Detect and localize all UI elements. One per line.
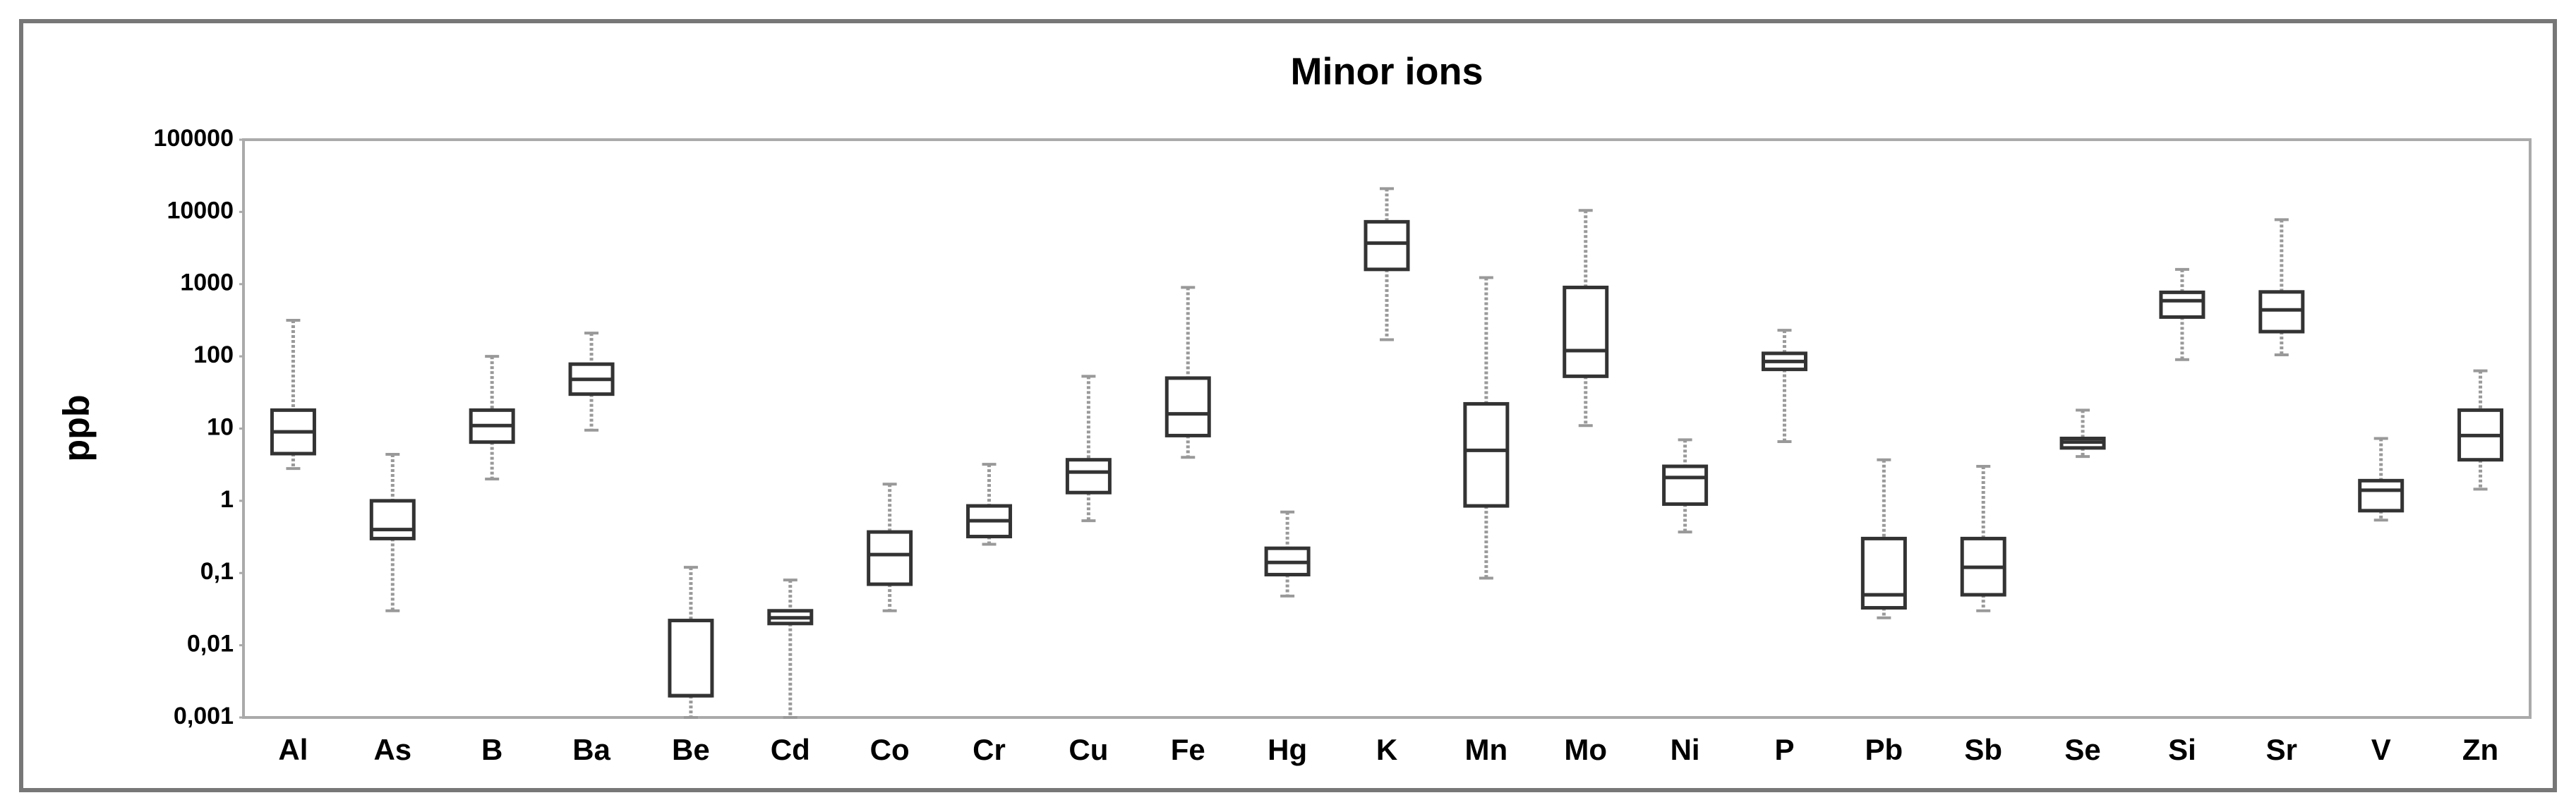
y-tick-label: 0,1 xyxy=(200,558,234,585)
box xyxy=(1463,401,1510,508)
y-tick-label: 100 xyxy=(193,341,234,368)
y-tick-label: 0,001 xyxy=(174,703,234,729)
box xyxy=(1662,464,1709,507)
frame xyxy=(19,19,2557,792)
x-tick-label: Cu xyxy=(1069,733,1108,766)
x-tick-label: Sr xyxy=(2266,733,2297,766)
box xyxy=(1065,458,1112,495)
y-tick-label: 10 xyxy=(207,413,234,440)
y-tick-label: 1000 xyxy=(180,269,234,296)
x-tick-label: Si xyxy=(2168,733,2196,766)
x-tick-label: Co xyxy=(870,733,910,766)
y-tick-label: 0,01 xyxy=(187,631,234,658)
x-tick-label: Se xyxy=(2064,733,2100,766)
x-tick-label: Al xyxy=(278,733,308,766)
box xyxy=(2358,478,2405,513)
y-axis-label: ppb xyxy=(56,394,97,461)
box xyxy=(1860,536,1907,610)
x-tick-label: Zn xyxy=(2462,733,2498,766)
x-tick-label: Cr xyxy=(973,733,1006,766)
x-tick-label: As xyxy=(373,733,411,766)
box xyxy=(1563,285,1609,378)
y-tick-label: 10000 xyxy=(167,197,234,224)
y-tick-label: 100000 xyxy=(154,125,234,152)
y-tick-label: 1 xyxy=(220,486,234,513)
x-tick-label: B xyxy=(481,733,502,766)
box xyxy=(867,530,913,586)
x-tick-label: Mn xyxy=(1465,733,1508,766)
x-tick-label: Cd xyxy=(771,733,810,766)
x-tick-label: Pb xyxy=(1865,733,1903,766)
box xyxy=(2258,290,2305,334)
x-tick-label: Be xyxy=(672,733,710,766)
x-tick-label: Ni xyxy=(1671,733,1700,766)
box xyxy=(1164,376,1211,437)
x-tick-label: V xyxy=(2371,733,2391,766)
x-tick-label: P xyxy=(1774,733,1794,766)
box xyxy=(2159,290,2205,319)
box xyxy=(369,499,416,540)
x-tick-label: Mo xyxy=(1564,733,1607,766)
box xyxy=(668,619,714,698)
chart-title: Minor ions xyxy=(1291,50,1483,92)
x-tick-label: Hg xyxy=(1268,733,1307,766)
x-tick-label: K xyxy=(1376,733,1397,766)
x-tick-label: Sb xyxy=(1964,733,2002,766)
x-tick-label: Ba xyxy=(572,733,610,766)
box xyxy=(1364,219,1410,272)
x-tick-label: Fe xyxy=(1171,733,1205,766)
